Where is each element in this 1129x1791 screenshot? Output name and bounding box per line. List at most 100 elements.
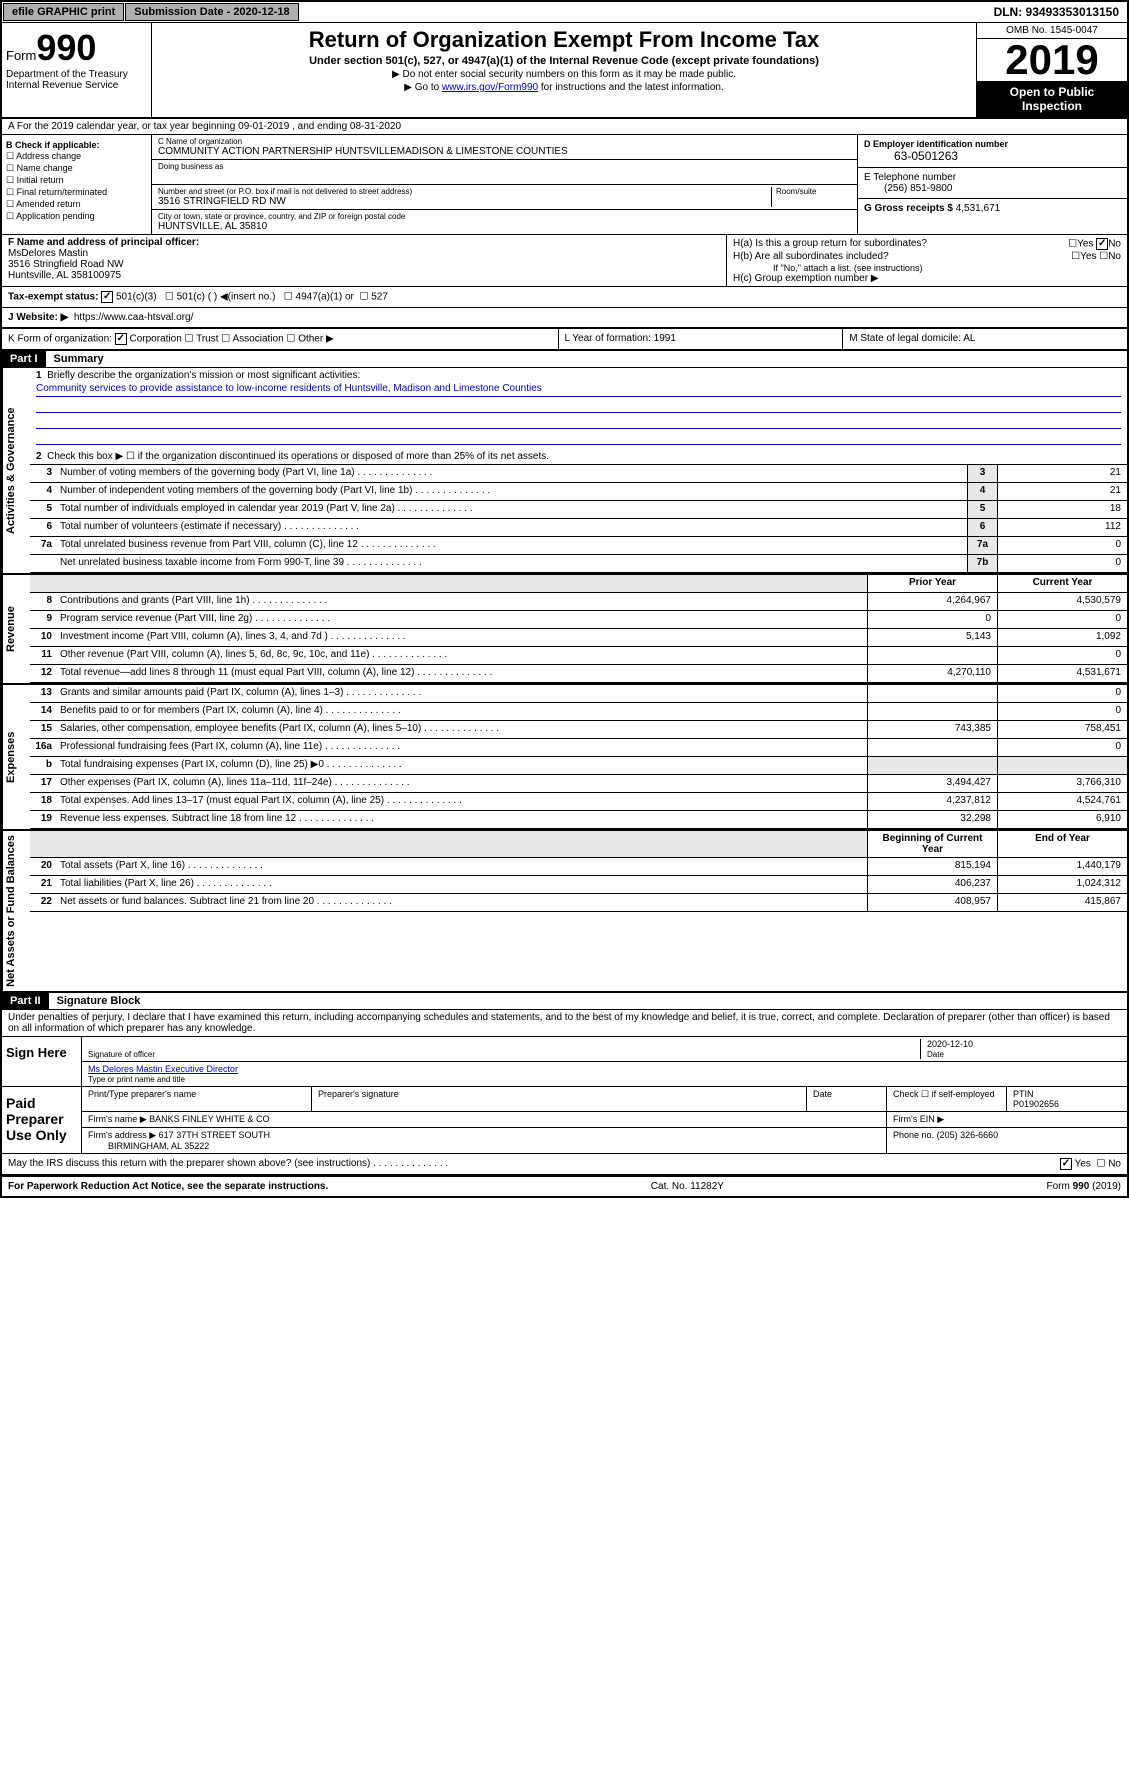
part2-title: Signature Block xyxy=(49,993,149,1009)
officer-addr2: Huntsville, AL 358100975 xyxy=(8,270,720,281)
discuss-text: May the IRS discuss this return with the… xyxy=(8,1158,1060,1170)
phone-label: E Telephone number xyxy=(864,172,1121,183)
gov-val: 112 xyxy=(997,519,1127,536)
form-ref: Form 990 (2019) xyxy=(1047,1181,1121,1192)
q2-text: Check this box ▶ ☐ if the organization d… xyxy=(47,451,549,462)
phone-value: (256) 851-9800 xyxy=(864,183,1121,194)
room-label: Room/suite xyxy=(776,187,851,196)
tax-year-range: A For the 2019 calendar year, or tax yea… xyxy=(2,119,1127,135)
firm-addr1: 617 37TH STREET SOUTH xyxy=(159,1130,270,1140)
dln-label: DLN: 93493353013150 xyxy=(986,3,1127,21)
ein-value: 63-0501263 xyxy=(864,149,1121,163)
firm-addr2: BIRMINGHAM, AL 35222 xyxy=(108,1141,209,1151)
prior-val: 743,385 xyxy=(867,721,997,738)
sig-officer-label: Signature of officer xyxy=(88,1050,155,1059)
corp-checkbox[interactable] xyxy=(115,333,127,345)
tax-year: 2019 xyxy=(977,39,1127,81)
city-state-zip: HUNTSVILLE, AL 35810 xyxy=(158,221,851,232)
ha-no-checkbox[interactable] xyxy=(1096,238,1108,250)
prior-val: 3,494,427 xyxy=(867,775,997,792)
prior-val xyxy=(867,647,997,664)
prior-val xyxy=(867,739,997,756)
prior-val: 32,298 xyxy=(867,811,997,828)
section-b-checkboxes: B Check if applicable: ☐ Address change … xyxy=(2,135,152,234)
officer-name-link[interactable]: Ms Delores Mastin Executive Director xyxy=(88,1064,238,1074)
curr-val: 6,910 xyxy=(997,811,1127,828)
hc-label: H(c) Group exemption number ▶ xyxy=(733,273,1121,284)
gov-val: 21 xyxy=(997,483,1127,500)
prior-val xyxy=(867,703,997,720)
goto-note: ▶ Go to www.irs.gov/Form990 for instruct… xyxy=(160,82,968,93)
prior-val: 408,957 xyxy=(867,894,997,911)
form-subtitle: Under section 501(c), 527, or 4947(a)(1)… xyxy=(160,55,968,67)
ssn-note: ▶ Do not enter social security numbers o… xyxy=(160,69,968,80)
submission-date: Submission Date - 2020-12-18 xyxy=(125,3,298,21)
prior-val: 5,143 xyxy=(867,629,997,646)
curr-val: 4,524,761 xyxy=(997,793,1127,810)
curr-val: 0 xyxy=(997,611,1127,628)
curr-val: 0 xyxy=(997,739,1127,756)
hb-note: If "No," attach a list. (see instruction… xyxy=(733,263,1121,273)
org-name: COMMUNITY ACTION PARTNERSHIP HUNTSVILLEM… xyxy=(158,146,851,157)
curr-val: 0 xyxy=(997,685,1127,702)
prior-year-hdr: Prior Year xyxy=(867,575,997,592)
gov-tab: Activities & Governance xyxy=(2,368,30,573)
q1-text: Briefly describe the organization's miss… xyxy=(47,370,360,381)
form-org-label: K Form of organization: xyxy=(8,334,112,345)
gov-val: 18 xyxy=(997,501,1127,518)
gov-val: 0 xyxy=(997,555,1127,572)
curr-val xyxy=(997,757,1127,774)
sig-date-label: Date xyxy=(927,1050,944,1059)
sign-here-label: Sign Here xyxy=(2,1037,82,1086)
hb-label: H(b) Are all subordinates included? xyxy=(733,251,889,262)
paid-preparer-label: Paid Preparer Use Only xyxy=(2,1087,82,1153)
prior-val: 4,270,110 xyxy=(867,665,997,682)
ein-label: D Employer identification number xyxy=(864,139,1121,149)
open-public-badge: Open to Public Inspection xyxy=(977,81,1127,117)
exp-tab: Expenses xyxy=(2,685,30,829)
prior-val xyxy=(867,685,997,702)
discuss-yes-checkbox[interactable] xyxy=(1060,1158,1072,1170)
rev-tab: Revenue xyxy=(2,575,30,683)
curr-val: 0 xyxy=(997,703,1127,720)
gov-val: 21 xyxy=(997,465,1127,482)
curr-val: 0 xyxy=(997,647,1127,664)
prior-val: 4,264,967 xyxy=(867,593,997,610)
year-formation: 1991 xyxy=(654,333,676,344)
form-title: Return of Organization Exempt From Incom… xyxy=(160,27,968,53)
curr-val: 758,451 xyxy=(997,721,1127,738)
website-value: https://www.caa-htsval.org/ xyxy=(74,312,194,323)
cat-number: Cat. No. 11282Y xyxy=(651,1181,724,1192)
gov-val: 0 xyxy=(997,537,1127,554)
prior-val: 4,237,812 xyxy=(867,793,997,810)
ptin-value: P01902656 xyxy=(1013,1099,1059,1109)
year-formation-label: L Year of formation: xyxy=(565,333,651,344)
part1-header: Part I xyxy=(2,351,46,367)
efile-button[interactable]: efile GRAPHIC print xyxy=(3,3,124,21)
firm-name: BANKS FINLEY WHITE & CO xyxy=(149,1114,269,1124)
part2-header: Part II xyxy=(2,993,49,1009)
curr-val: 1,440,179 xyxy=(997,858,1127,875)
tax-status-label: Tax-exempt status: xyxy=(8,292,98,303)
curr-val: 1,092 xyxy=(997,629,1127,646)
officer-addr1: 3516 Stringfield Road NW xyxy=(8,259,720,270)
curr-val: 415,867 xyxy=(997,894,1127,911)
dept-treasury: Department of the Treasury xyxy=(6,69,147,80)
part1-title: Summary xyxy=(46,351,112,367)
ha-label: H(a) Is this a group return for subordin… xyxy=(733,238,927,250)
website-label: J Website: ▶ xyxy=(8,312,68,323)
net-tab: Net Assets or Fund Balances xyxy=(2,831,30,991)
prior-val: 0 xyxy=(867,611,997,628)
curr-val: 4,531,671 xyxy=(997,665,1127,682)
officer-label: F Name and address of principal officer: xyxy=(8,237,720,248)
curr-val: 4,530,579 xyxy=(997,593,1127,610)
perjury-text: Under penalties of perjury, I declare th… xyxy=(2,1010,1127,1037)
dba-label: Doing business as xyxy=(158,162,851,171)
paperwork-notice: For Paperwork Reduction Act Notice, see … xyxy=(8,1181,328,1192)
form-number: Form990 xyxy=(6,27,147,69)
form990-link[interactable]: www.irs.gov/Form990 xyxy=(442,82,538,93)
prior-val xyxy=(867,757,997,774)
firm-phone: (205) 326-6660 xyxy=(937,1130,999,1140)
sig-date: 2020-12-10 xyxy=(927,1039,973,1049)
501c3-checkbox[interactable] xyxy=(101,291,113,303)
